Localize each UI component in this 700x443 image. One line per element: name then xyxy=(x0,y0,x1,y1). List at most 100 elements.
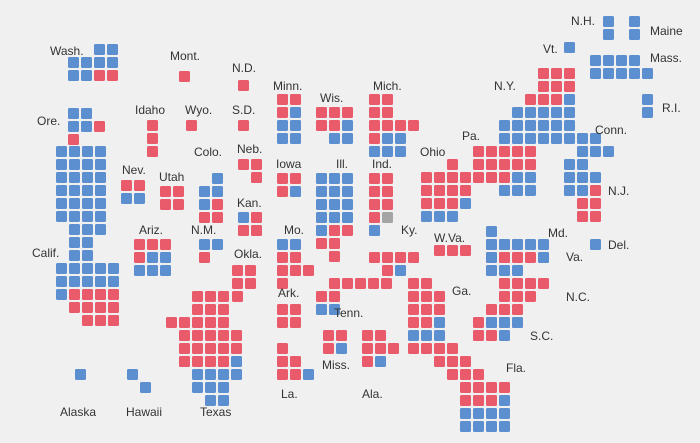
seat-tile-ill-d xyxy=(329,212,340,223)
seat-tile-mich-r xyxy=(369,107,380,118)
seat-tile-neb-r xyxy=(238,159,249,170)
seat-tile-texas-r xyxy=(192,317,203,328)
seat-tile-tenn-r xyxy=(381,278,392,289)
seat-tile-calif-r xyxy=(82,289,93,300)
seat-tile-ohio-d xyxy=(434,211,445,222)
seat-tile-ill-d xyxy=(316,186,327,197)
seat-tile-calif-d xyxy=(69,185,80,196)
state-tiles-wash xyxy=(68,44,118,81)
state-tiles-ohio xyxy=(421,159,471,222)
state-tiles-md xyxy=(486,226,549,263)
seat-tile-iowa-d xyxy=(290,186,301,197)
seat-tile-ind-r xyxy=(382,173,393,184)
seat-tile-calif-d xyxy=(82,185,93,196)
seat-tile-miss-d xyxy=(336,343,347,354)
seat-tile-texas-d xyxy=(231,356,242,367)
state-label-idaho: Idaho xyxy=(135,103,166,117)
seat-tile-idaho-r xyxy=(147,146,158,157)
seat-tile-ariz-d xyxy=(160,252,171,263)
seat-tile-tenn-r xyxy=(368,278,379,289)
seat-tile-texas-d xyxy=(192,382,203,393)
seat-tile-texas-r xyxy=(205,356,216,367)
seat-tile-mass-d xyxy=(590,68,601,79)
seat-tile-n-j-d xyxy=(590,172,601,183)
seat-tile-pa-r xyxy=(486,172,497,183)
seat-tile-pa-r xyxy=(525,146,536,157)
state-label-texas: Texas xyxy=(200,405,232,419)
seat-tile-r-i-d xyxy=(642,94,653,105)
state-tiles-wyo xyxy=(186,120,197,131)
seat-tile-calif-d xyxy=(69,159,80,170)
seat-tile-ind-d xyxy=(369,225,380,236)
seat-tile-okla-r xyxy=(232,265,243,276)
seat-tile-n-y-d xyxy=(564,120,575,131)
seat-tile-calif-d xyxy=(82,276,93,287)
seat-tile-mo-d xyxy=(277,239,288,250)
seat-tile-n-y-d xyxy=(525,133,536,144)
seat-tile-ariz-d xyxy=(160,265,171,276)
state-tiles-texas xyxy=(166,291,242,406)
seat-tile-neb-r xyxy=(251,159,262,170)
seat-tile-fla-d xyxy=(486,421,497,432)
seat-tile-calif-d xyxy=(69,276,80,287)
seat-tile-ark-r xyxy=(290,317,301,328)
seat-tile-pa-r xyxy=(512,159,523,170)
seat-tile-ga-r xyxy=(421,291,432,302)
seat-tile-n-c-r xyxy=(499,304,510,315)
seat-tile-calif-d xyxy=(95,276,106,287)
seat-tile-miss-r xyxy=(323,330,334,341)
seat-tile-calif-d xyxy=(108,276,119,287)
seat-tile-n-m-d xyxy=(199,239,210,250)
seat-tile-ill-r xyxy=(342,225,353,236)
state-tiles-colo xyxy=(199,173,223,223)
state-label-maine: Maine xyxy=(650,24,683,38)
state-tiles-okla xyxy=(232,265,256,302)
seat-tile-texas-d xyxy=(218,369,229,380)
state-label-calif: Calif. xyxy=(32,246,60,260)
seat-tile-mass-d xyxy=(603,68,614,79)
state-label-n-y: N.Y. xyxy=(494,79,516,93)
seat-tile-calif-d xyxy=(69,211,80,222)
seat-tile-idaho-r xyxy=(147,133,158,144)
seat-tile-md-d xyxy=(486,239,497,250)
seat-tile-pa-d xyxy=(512,185,523,196)
seat-tile-nev-d xyxy=(134,193,145,204)
seat-tile-minn-r xyxy=(277,107,288,118)
seat-tile-la-r xyxy=(277,356,288,367)
seat-tile-fla-r xyxy=(434,343,445,354)
seat-tile-okla-r xyxy=(245,265,256,276)
seat-tile-wis-r xyxy=(329,120,340,131)
state-label-del: Del. xyxy=(608,238,630,252)
state-label-wyo: Wyo. xyxy=(185,103,213,117)
seat-tile-calif-d xyxy=(95,263,106,274)
seat-tile-va-d xyxy=(512,265,523,276)
seat-tile-ill-d xyxy=(329,199,340,210)
seat-tile-pa-r xyxy=(499,172,510,183)
seat-tile-pa-r xyxy=(499,159,510,170)
seat-tile-n-y-r xyxy=(564,68,575,79)
seat-tile-wash-d xyxy=(107,57,118,68)
state-tiles-n-d xyxy=(238,80,249,91)
state-label-iowa: Iowa xyxy=(276,157,302,171)
seat-tile-va-r xyxy=(525,252,536,263)
state-tiles-ark xyxy=(277,304,301,328)
state-tiles-ariz xyxy=(134,239,171,276)
seat-tile-md-d xyxy=(486,252,497,263)
seat-tile-wash-r xyxy=(94,70,105,81)
seat-tile-ala-d xyxy=(375,356,386,367)
seat-tile-ky-d xyxy=(395,265,406,276)
seat-tile-n-c-r xyxy=(486,304,497,315)
seat-tile-va-r xyxy=(512,252,523,263)
seat-tile-n-j-d xyxy=(564,185,575,196)
seat-tile-texas-r xyxy=(205,317,216,328)
seat-tile-kan-d xyxy=(238,212,249,223)
seat-tile-mont-r xyxy=(179,71,190,82)
seat-tile-ill-d xyxy=(316,212,327,223)
seat-tile-fla-r xyxy=(460,382,471,393)
seat-tile-ga-r xyxy=(421,317,432,328)
state-tiles-w-va xyxy=(434,245,471,256)
seat-tile-colo-d xyxy=(199,186,210,197)
state-label-vt: Vt. xyxy=(543,42,558,56)
seat-tile-pa-r xyxy=(473,159,484,170)
